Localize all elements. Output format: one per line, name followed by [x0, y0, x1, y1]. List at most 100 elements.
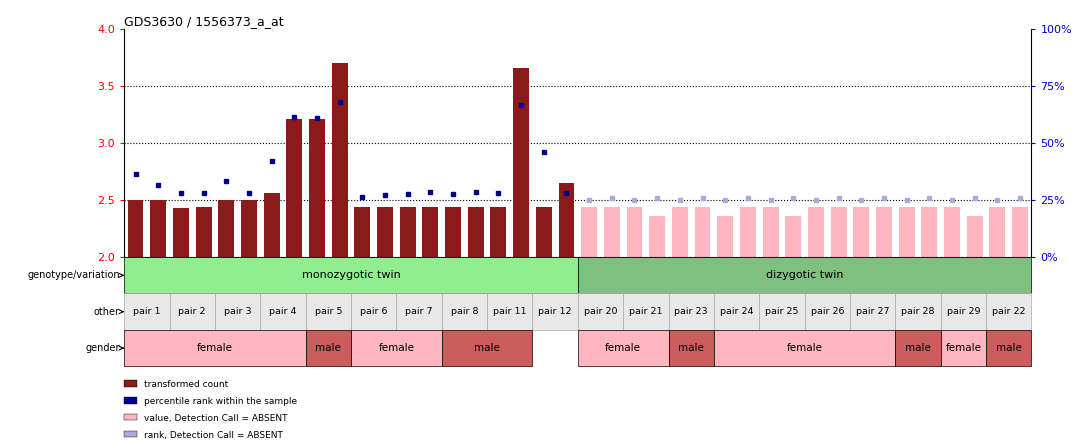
- Bar: [626, 207, 643, 257]
- Bar: [127, 200, 144, 257]
- Bar: [669, 330, 714, 366]
- Bar: [808, 207, 824, 257]
- Bar: [941, 330, 986, 366]
- Text: female: female: [378, 343, 415, 353]
- Bar: [1012, 207, 1028, 257]
- Bar: [241, 200, 257, 257]
- Bar: [487, 293, 532, 330]
- Text: genotype/variation: genotype/variation: [27, 270, 123, 280]
- Bar: [672, 207, 688, 257]
- Text: rank, Detection Call = ABSENT: rank, Detection Call = ABSENT: [144, 431, 283, 440]
- Text: other: other: [94, 307, 123, 317]
- Bar: [396, 293, 442, 330]
- Text: male: male: [678, 343, 704, 353]
- Bar: [762, 207, 779, 257]
- Bar: [759, 293, 805, 330]
- Bar: [740, 207, 756, 257]
- Bar: [195, 207, 212, 257]
- Text: pair 28: pair 28: [901, 307, 935, 316]
- Bar: [986, 293, 1031, 330]
- Bar: [309, 119, 325, 257]
- Bar: [899, 207, 915, 257]
- Bar: [150, 200, 166, 257]
- Bar: [442, 330, 532, 366]
- Text: pair 8: pair 8: [450, 307, 478, 316]
- Text: female: female: [197, 343, 233, 353]
- Text: pair 22: pair 22: [991, 307, 1026, 316]
- Bar: [669, 293, 714, 330]
- Bar: [532, 293, 578, 330]
- Text: male: male: [315, 343, 341, 353]
- Bar: [306, 293, 351, 330]
- Text: percentile rank within the sample: percentile rank within the sample: [144, 397, 297, 406]
- Text: male: male: [905, 343, 931, 353]
- Bar: [124, 257, 578, 293]
- Text: male: male: [996, 343, 1022, 353]
- Bar: [623, 293, 669, 330]
- Bar: [558, 183, 575, 257]
- Bar: [831, 207, 847, 257]
- Text: pair 5: pair 5: [314, 307, 342, 316]
- Bar: [876, 207, 892, 257]
- Text: female: female: [786, 343, 823, 353]
- Bar: [351, 330, 442, 366]
- Bar: [170, 293, 215, 330]
- Bar: [332, 63, 348, 257]
- Bar: [351, 293, 396, 330]
- Bar: [941, 293, 986, 330]
- Bar: [714, 293, 759, 330]
- Text: female: female: [605, 343, 642, 353]
- Text: pair 1: pair 1: [133, 307, 161, 316]
- Bar: [944, 207, 960, 257]
- Bar: [286, 119, 302, 257]
- Bar: [785, 216, 801, 257]
- Text: pair 24: pair 24: [719, 307, 754, 316]
- Bar: [805, 293, 850, 330]
- Text: pair 26: pair 26: [810, 307, 845, 316]
- Bar: [853, 207, 869, 257]
- Text: gender: gender: [85, 343, 123, 353]
- Bar: [260, 293, 306, 330]
- Text: pair 27: pair 27: [855, 307, 890, 316]
- Text: transformed count: transformed count: [144, 380, 228, 389]
- Bar: [604, 207, 620, 257]
- Text: pair 25: pair 25: [765, 307, 799, 316]
- Bar: [513, 67, 529, 257]
- Text: pair 21: pair 21: [629, 307, 663, 316]
- Text: pair 2: pair 2: [178, 307, 206, 316]
- Bar: [714, 330, 895, 366]
- Text: pair 7: pair 7: [405, 307, 433, 316]
- Bar: [445, 207, 461, 257]
- Bar: [578, 257, 1031, 293]
- Bar: [264, 193, 280, 257]
- Bar: [215, 293, 260, 330]
- Text: pair 6: pair 6: [360, 307, 388, 316]
- Text: dizygotic twin: dizygotic twin: [766, 270, 843, 280]
- Bar: [649, 216, 665, 257]
- Bar: [490, 207, 507, 257]
- Text: monozygotic twin: monozygotic twin: [301, 270, 401, 280]
- Bar: [986, 330, 1031, 366]
- Bar: [536, 207, 552, 257]
- Bar: [354, 207, 370, 257]
- Bar: [578, 330, 669, 366]
- Text: female: female: [945, 343, 982, 353]
- Bar: [422, 207, 438, 257]
- Text: pair 20: pair 20: [583, 307, 618, 316]
- Bar: [400, 207, 416, 257]
- Bar: [895, 330, 941, 366]
- Bar: [895, 293, 941, 330]
- Bar: [124, 293, 170, 330]
- Bar: [694, 207, 711, 257]
- Bar: [921, 207, 937, 257]
- Bar: [306, 330, 351, 366]
- Text: pair 23: pair 23: [674, 307, 708, 316]
- Bar: [124, 330, 306, 366]
- Bar: [377, 207, 393, 257]
- Bar: [468, 207, 484, 257]
- Text: pair 12: pair 12: [538, 307, 572, 316]
- Text: pair 4: pair 4: [269, 307, 297, 316]
- Text: male: male: [474, 343, 500, 353]
- Bar: [717, 216, 733, 257]
- Bar: [989, 207, 1005, 257]
